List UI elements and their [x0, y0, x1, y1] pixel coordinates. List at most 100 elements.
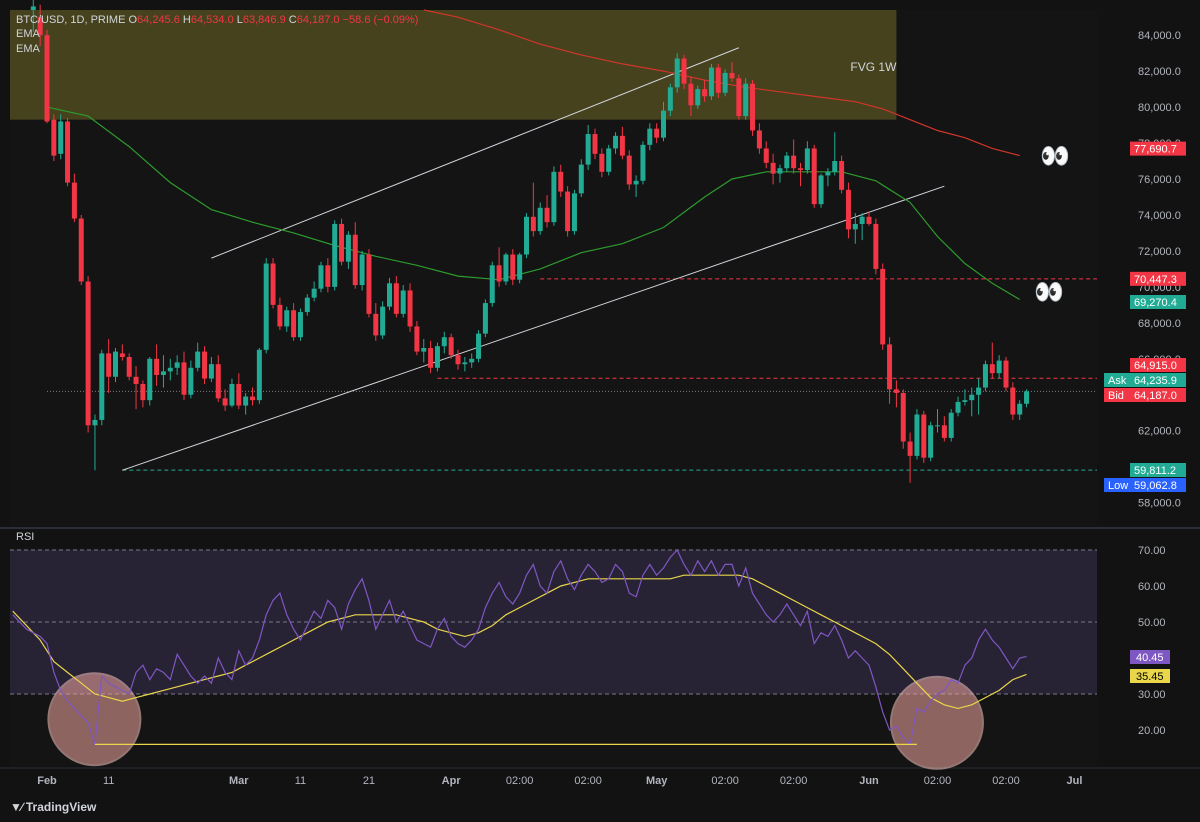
candle-body: [743, 83, 749, 117]
candle-body: [565, 191, 571, 232]
candle-body: [1003, 360, 1009, 388]
candle-body: [441, 337, 447, 347]
price-tag-value: 59,062.8: [1134, 480, 1177, 492]
candle-body: [195, 351, 201, 368]
price-tick-label: 58,000.0: [1138, 498, 1181, 510]
candle-body: [154, 358, 160, 375]
candle-body: [106, 353, 112, 377]
price-tag-value: 70,447.3: [1134, 274, 1177, 286]
candle-body: [702, 89, 708, 97]
candle-body: [332, 223, 338, 287]
eyes-emoji-2: 👀: [1034, 279, 1064, 306]
candle-body: [297, 312, 303, 338]
candle-body: [1024, 391, 1030, 404]
candle-body: [866, 216, 872, 224]
time-tick-label: 02:00: [992, 775, 1020, 787]
candle-body: [345, 234, 351, 262]
channel-line: [122, 185, 945, 471]
candle-body: [804, 148, 810, 171]
candle-body: [626, 155, 632, 185]
candle-body: [428, 348, 434, 368]
candle-body: [229, 383, 235, 406]
candle-body: [530, 216, 536, 232]
time-tick-label: Mar: [229, 775, 249, 787]
price-tick-label: 82,000.0: [1138, 66, 1181, 78]
candle-body: [524, 216, 529, 255]
candle-body: [256, 349, 262, 401]
candle-body: [948, 412, 954, 438]
rsi-indicator-title[interactable]: RSI: [16, 531, 35, 543]
fvg-label: FVG 1W: [850, 60, 897, 74]
candle-body: [1010, 387, 1016, 415]
candle-body: [380, 306, 386, 336]
symbol-title[interactable]: BTC/USD, 1D, PRIME: [16, 14, 126, 26]
candle-body: [989, 364, 995, 374]
candle-body: [167, 367, 173, 372]
candle-body: [469, 358, 475, 363]
price-tag-value: 64,915.0: [1134, 360, 1177, 372]
candle-body: [544, 207, 550, 223]
candle-body: [982, 364, 988, 388]
candle-body: [592, 134, 598, 154]
candle-body: [215, 364, 221, 399]
candle-body: [969, 394, 975, 401]
rsi-tag-bg: [1130, 650, 1170, 664]
close-value: 64,187.0: [296, 14, 340, 26]
candle-body: [339, 223, 345, 262]
candle-body: [756, 130, 762, 149]
candle-body: [510, 254, 516, 280]
candle-body: [996, 360, 1002, 374]
price-tag-bg: [1130, 358, 1186, 372]
candle-body: [270, 263, 276, 305]
candle-body: [852, 223, 858, 230]
candle-body: [880, 268, 886, 345]
candle-body: [85, 281, 91, 426]
candle-body: [407, 290, 413, 327]
eyes-emoji-1: 👀: [1040, 143, 1070, 170]
ema-indicator-2[interactable]: EMA: [16, 43, 40, 55]
candle-body: [126, 356, 132, 377]
price-tag-bg: [1130, 271, 1186, 286]
candle-body: [414, 326, 420, 352]
time-tick-label: 02:00: [924, 775, 952, 787]
time-tick-label: 02:00: [780, 775, 808, 787]
candle-body: [571, 193, 577, 232]
candle-body: [845, 189, 851, 230]
candle-body: [393, 283, 399, 314]
price-tag-label-bg: [1104, 478, 1130, 492]
candle-body: [736, 78, 742, 117]
candle-body: [770, 162, 776, 174]
rsi-tick-label: 20.00: [1138, 725, 1166, 737]
time-tick-label: Jun: [859, 775, 879, 787]
candle-body: [58, 121, 64, 154]
candle-body: [202, 351, 208, 379]
low-value: 63,846.9: [242, 14, 286, 26]
candle-body: [599, 153, 605, 172]
candle-body: [65, 121, 71, 183]
candle-body: [30, 6, 36, 10]
candle-body: [147, 358, 153, 401]
candle-body: [476, 333, 482, 359]
candle-body: [962, 400, 968, 402]
candle-body: [633, 180, 639, 185]
rsi-line: [12, 548, 1027, 746]
candle-body: [462, 362, 468, 365]
candle-body: [133, 376, 139, 384]
candle-body: [455, 355, 461, 365]
candle-body: [647, 128, 653, 145]
rsi-highlight-circle: [889, 675, 984, 770]
candle-body: [318, 265, 324, 289]
tradingview-brand[interactable]: ▼∕ TradingView: [10, 800, 96, 814]
ema-indicator-1[interactable]: EMA: [16, 28, 40, 40]
candle-body: [434, 346, 440, 368]
candle-body: [119, 353, 125, 357]
channel-line: [211, 47, 740, 259]
open-value: 64,245.6: [137, 14, 180, 26]
candle-body: [113, 351, 118, 377]
candle-body: [503, 254, 509, 282]
candle-body: [715, 67, 721, 93]
fvg-zone: [10, 10, 897, 120]
candle-body: [921, 414, 927, 458]
price-tag-label: Bid: [1108, 390, 1124, 402]
